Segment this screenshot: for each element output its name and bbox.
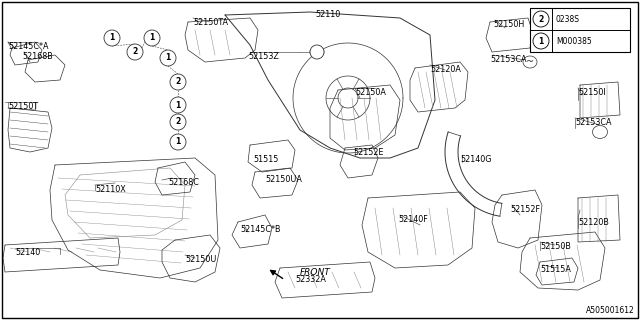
Ellipse shape	[310, 47, 324, 57]
Text: 52140F: 52140F	[398, 215, 428, 224]
Text: 0238S: 0238S	[556, 14, 580, 23]
Text: 2: 2	[132, 47, 138, 57]
Text: 52110X: 52110X	[95, 185, 125, 194]
Text: 52332A: 52332A	[295, 275, 326, 284]
Text: 52168B: 52168B	[22, 52, 52, 61]
Text: 52153CA: 52153CA	[575, 118, 611, 127]
Text: 1: 1	[538, 36, 543, 45]
Text: A505001612: A505001612	[586, 306, 635, 315]
Text: 52145C*B: 52145C*B	[240, 225, 280, 234]
Ellipse shape	[593, 125, 607, 139]
Text: 52152E: 52152E	[353, 148, 383, 157]
Text: M000385: M000385	[556, 36, 592, 45]
Text: 52152F: 52152F	[510, 205, 540, 214]
Circle shape	[170, 74, 186, 90]
Circle shape	[127, 44, 143, 60]
Text: 52120A: 52120A	[430, 65, 461, 74]
Text: 51515: 51515	[253, 155, 278, 164]
Text: 52150U: 52150U	[185, 255, 216, 264]
Circle shape	[533, 33, 549, 49]
Circle shape	[170, 114, 186, 130]
Text: 1: 1	[149, 34, 155, 43]
Text: 52150TA: 52150TA	[193, 18, 228, 27]
Text: 1: 1	[109, 34, 115, 43]
Text: 52145C*A: 52145C*A	[8, 42, 49, 51]
Text: 52150I: 52150I	[578, 88, 605, 97]
Text: 2: 2	[538, 14, 543, 23]
Circle shape	[160, 50, 176, 66]
Text: 52140G: 52140G	[460, 155, 492, 164]
Circle shape	[104, 30, 120, 46]
Text: 52140: 52140	[15, 248, 40, 257]
Text: 52168C: 52168C	[168, 178, 199, 187]
Text: 52150A: 52150A	[355, 88, 386, 97]
Bar	[530, 8, 630, 52]
Text: 2: 2	[175, 117, 180, 126]
Text: 52120B: 52120B	[578, 218, 609, 227]
Text: 1: 1	[165, 53, 171, 62]
Text: 52150UA: 52150UA	[265, 175, 302, 184]
Text: 52150B: 52150B	[540, 242, 571, 251]
Text: 1: 1	[175, 138, 180, 147]
Text: 52153CA: 52153CA	[490, 55, 527, 64]
Circle shape	[310, 45, 324, 59]
Circle shape	[533, 11, 549, 27]
Text: 52150T: 52150T	[8, 102, 38, 111]
Text: 52153Z: 52153Z	[248, 52, 279, 61]
Text: 51515A: 51515A	[540, 265, 571, 274]
Circle shape	[170, 134, 186, 150]
Circle shape	[144, 30, 160, 46]
Text: FRONT: FRONT	[300, 268, 331, 277]
Text: 2: 2	[175, 77, 180, 86]
Ellipse shape	[523, 56, 537, 68]
Text: 52110: 52110	[315, 10, 340, 19]
Text: 1: 1	[175, 100, 180, 109]
Circle shape	[170, 97, 186, 113]
Text: ~: ~	[526, 57, 534, 67]
Text: 52150H: 52150H	[493, 20, 524, 29]
